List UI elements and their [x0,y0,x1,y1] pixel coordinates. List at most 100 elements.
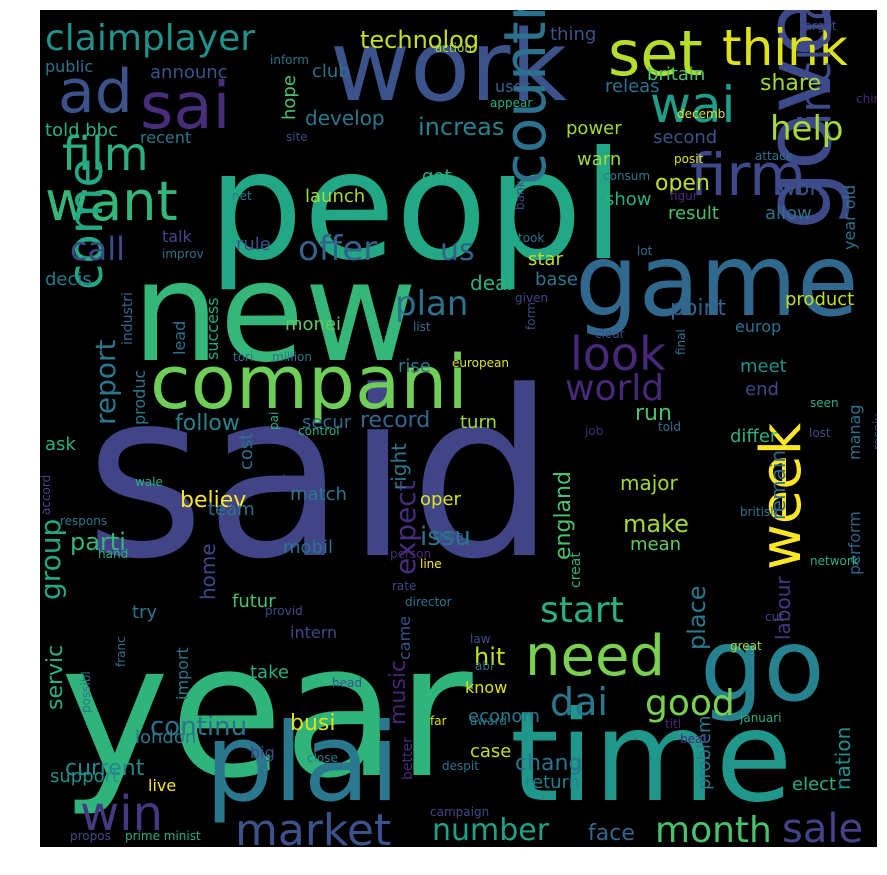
word-announc: announc [150,62,228,83]
word-cloud: said year peopl new game time work plai govern co… [40,10,877,847]
word-good: good [645,683,735,724]
word-year: year [60,603,474,819]
word-vote: vote [268,472,295,486]
word-better: better [400,737,416,780]
word-far: far [430,714,447,728]
word-success: success [203,297,222,360]
word-month: month [655,810,772,847]
word-cut: cut [765,610,784,624]
word-wale: wale [135,475,163,489]
word-group: group [40,519,67,600]
word-show: show [605,189,652,210]
word-match: match [290,484,347,505]
word-accord: accord [40,475,53,515]
word-site: site [286,130,308,144]
word-great: great [730,639,762,653]
word-industri: industri [120,292,136,345]
word-product: product [785,289,854,310]
word-rate: rate [392,579,416,593]
word-rise: rise [398,356,431,377]
word-club: club [312,61,350,82]
word-base: base [535,269,578,290]
word-pai: pai [267,412,281,430]
word-oper: oper [420,489,462,510]
word-figur: figur [670,189,698,203]
word-win: win [80,786,163,842]
word-cost: cost [236,433,257,470]
word-differ: differ [730,426,778,447]
word-elect: elect [792,774,836,795]
word-provid: provid [265,604,303,618]
word-film: film [62,127,149,181]
word-appear: appear [490,96,532,110]
word-continu: continu [150,712,247,742]
word-place: place [683,585,711,650]
word-claimplayer: claimplayer [45,18,255,59]
word-start: start [540,590,624,631]
word-intern: intern [290,623,337,642]
word-team: team [208,499,255,520]
word-servic: servic [43,645,68,710]
word-think: think [722,19,848,77]
word-europ: europ [735,317,781,336]
word-mean: mean [630,534,681,555]
word-receiv: receiv [871,414,877,450]
word-deal: deal [470,271,513,295]
word-try: try [132,602,157,623]
word-januari: januari [739,711,782,725]
word-action: action [435,41,472,55]
word-need: need [525,624,665,689]
word-hand: hand [98,547,128,561]
word-told-bbc: told bbc [45,120,118,141]
word-big: big [250,743,275,762]
word-head: head [332,676,362,690]
word-econom: econom [468,706,540,727]
word-net: net [232,189,252,203]
word-case: case [470,741,511,762]
word-target: target [800,19,837,33]
word-market: market [235,805,391,847]
word-firm: firm [690,141,806,209]
word-million: million [272,350,312,364]
word-record: record [360,408,430,433]
word-network: network [810,554,859,568]
word-follow: follow [175,411,240,436]
word-want: want [45,170,178,233]
word-seen: seen [810,396,839,410]
word-award: award [470,714,507,728]
word-warn: warn [577,149,621,170]
word-right: right [387,443,411,490]
word-prime-minist: prime minist [125,829,201,843]
word-home: home [196,543,220,600]
word-peopl: peopl [208,120,624,294]
word-open: open [655,171,710,196]
word-launch: launch [305,186,365,207]
word-titl: titl [665,717,681,731]
word-state: state [433,529,463,543]
word-face: face [588,821,635,846]
word-week: week [749,422,814,570]
word-number: number [432,813,550,847]
word-includ: includ [790,10,841,125]
word-know: know [465,678,507,697]
word-take: take [250,662,289,683]
word-posit: posit [674,152,704,166]
word-major: major [620,471,679,495]
word-share: share [760,71,821,96]
word-dai: dai [550,680,608,724]
word-beat: beat [680,732,707,746]
word-lost: lost [809,426,831,440]
word-decemb: decemb [677,107,725,121]
word-current: current [65,756,145,781]
word-plan: plan [395,284,468,324]
word-european: european [452,356,509,370]
word-develop: develop [305,106,385,130]
word-believ: believ [180,488,246,513]
word-sai: sai [140,70,230,144]
word-music: music [386,660,411,725]
word-allow: allow [765,203,812,224]
word-manag: manag [845,405,864,461]
word-line: line [420,557,442,571]
word-import: import [173,647,192,700]
